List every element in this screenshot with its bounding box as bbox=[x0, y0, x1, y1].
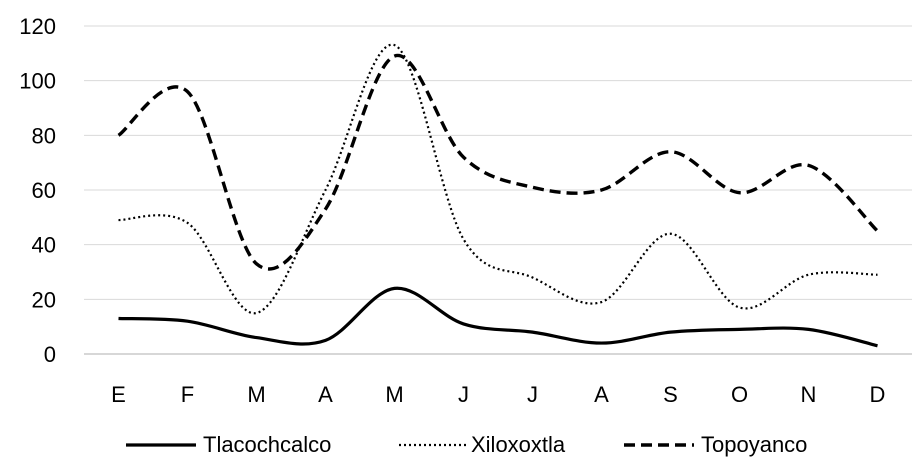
x-tick-label: O bbox=[731, 382, 748, 407]
legend-label: Topoyanco bbox=[701, 432, 807, 457]
x-tick-label: S bbox=[663, 382, 678, 407]
x-tick-label: D bbox=[870, 382, 886, 407]
series-line-tlacochcalco bbox=[119, 288, 878, 346]
x-tick-label: J bbox=[527, 382, 538, 407]
y-tick-label: 80 bbox=[32, 123, 56, 148]
y-tick-label: 20 bbox=[32, 287, 56, 312]
legend-label: Xiloxoxtla bbox=[471, 432, 566, 457]
y-tick-label: 100 bbox=[19, 69, 56, 94]
legend: Tlacochcalco Xiloxoxtla Topoyanco bbox=[126, 432, 807, 457]
gridlines bbox=[84, 26, 912, 299]
x-tick-label: M bbox=[247, 382, 265, 407]
y-tick-label: 0 bbox=[44, 342, 56, 367]
y-axis-tick-labels: 0 20 40 60 80 100 120 bbox=[19, 14, 56, 367]
x-tick-label: A bbox=[318, 382, 333, 407]
series-line-topoyanco bbox=[119, 55, 878, 269]
x-tick-label: F bbox=[181, 382, 194, 407]
series-lines bbox=[119, 45, 878, 346]
y-tick-label: 40 bbox=[32, 233, 56, 258]
series-line-xiloxoxtla bbox=[119, 45, 878, 314]
y-tick-label: 120 bbox=[19, 14, 56, 39]
legend-label: Tlacochcalco bbox=[203, 432, 331, 457]
x-tick-label: A bbox=[594, 382, 609, 407]
x-tick-label: M bbox=[385, 382, 403, 407]
x-tick-label: E bbox=[111, 382, 126, 407]
y-tick-label: 60 bbox=[32, 178, 56, 203]
x-tick-label: N bbox=[801, 382, 817, 407]
x-tick-label: J bbox=[458, 382, 469, 407]
